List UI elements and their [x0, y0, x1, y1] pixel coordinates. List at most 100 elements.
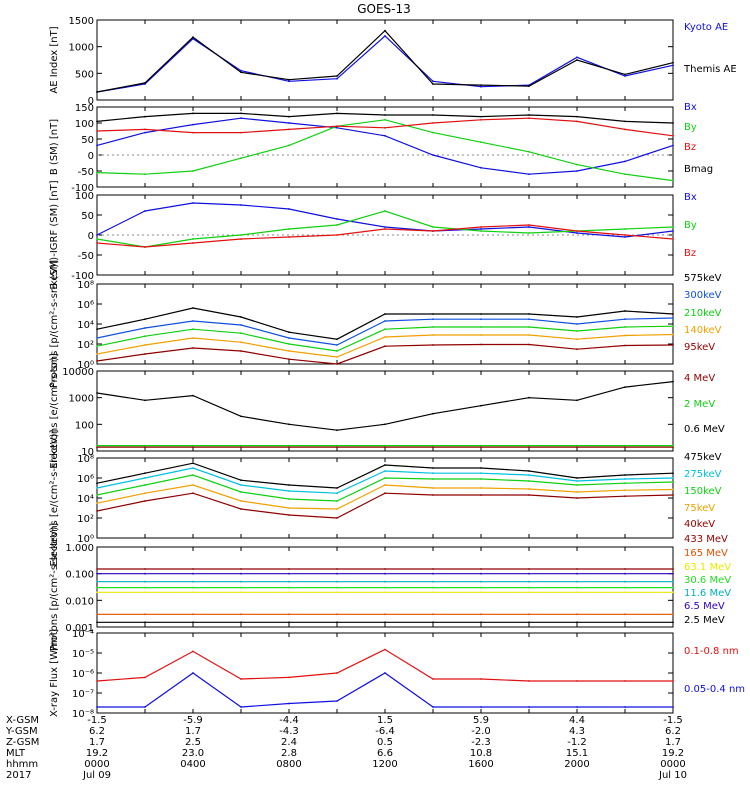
data-point — [336, 338, 338, 341]
data-point — [576, 477, 578, 479]
data-point — [144, 210, 146, 212]
data-point — [288, 115, 290, 118]
data-point — [576, 56, 578, 59]
y-tick-label: 0 — [88, 96, 94, 107]
data-point — [528, 150, 530, 153]
data-point — [576, 446, 578, 448]
data-point — [576, 330, 578, 332]
data-point — [672, 122, 674, 124]
footer-value: 2.8 — [281, 748, 297, 759]
data-point — [528, 117, 530, 120]
legend-label: 575keV — [684, 273, 722, 284]
data-point — [624, 75, 626, 77]
data-point — [192, 484, 194, 486]
data-point — [336, 75, 338, 77]
series-line-5-3 — [96, 484, 674, 510]
data-point — [480, 444, 482, 447]
data-point — [672, 621, 674, 624]
data-point — [240, 415, 242, 418]
data-point — [432, 131, 434, 134]
data-point — [528, 334, 530, 336]
footer-value: 1.5 — [377, 715, 393, 726]
data-point — [576, 613, 578, 616]
footer-row-label: X-GSM — [6, 715, 39, 726]
data-point — [672, 580, 674, 583]
footer-value: 19.2 — [662, 748, 684, 759]
data-point — [288, 572, 290, 575]
data-point — [528, 318, 530, 321]
data-point — [576, 586, 578, 589]
data-point — [624, 318, 626, 321]
data-point — [192, 242, 194, 244]
y-tick-label: 10⁻⁸ — [72, 709, 94, 720]
data-point — [432, 478, 434, 480]
data-point — [96, 706, 98, 708]
data-point — [528, 85, 530, 87]
y-tick-label: 1.000 — [65, 543, 94, 554]
data-point — [624, 386, 626, 388]
data-point — [576, 170, 578, 172]
footer-value: 6.6 — [377, 748, 393, 759]
data-point — [384, 444, 386, 447]
data-point — [576, 491, 578, 493]
series-line-5-4 — [96, 492, 674, 519]
data-point — [288, 613, 290, 616]
data-point — [672, 325, 674, 328]
data-point — [288, 498, 290, 500]
data-point — [624, 621, 626, 624]
data-point — [432, 313, 434, 315]
data-point — [432, 568, 434, 570]
data-point — [624, 482, 626, 485]
data-point — [384, 572, 386, 575]
footer-value: 1.7 — [665, 737, 681, 748]
data-point — [384, 118, 386, 121]
data-point — [144, 131, 146, 134]
data-point — [240, 508, 242, 510]
data-point — [432, 83, 434, 85]
data-point — [144, 318, 146, 321]
data-point — [144, 444, 146, 447]
data-point — [672, 226, 674, 228]
data-point — [672, 333, 674, 336]
data-point — [624, 228, 626, 230]
data-point — [96, 328, 98, 331]
panel-3: 10⁰ 10² 10⁴ 10⁶ 10⁸ Protons [p/(cm²-s-sr-keV)… — [49, 260, 722, 388]
y-tick-label: 10⁸ — [77, 280, 94, 291]
data-point — [96, 580, 98, 583]
data-point — [576, 163, 578, 166]
data-point — [192, 328, 194, 331]
data-point — [480, 613, 482, 616]
legend-label: By — [684, 122, 697, 133]
data-point — [96, 130, 98, 132]
data-point — [672, 444, 674, 447]
data-point — [192, 347, 194, 349]
footer-row-label: Z-GSM — [6, 737, 39, 748]
footer-value: Jul 10 — [658, 770, 687, 781]
y-tick-label: 10⁻⁷ — [72, 689, 94, 700]
data-point — [384, 580, 386, 583]
data-point — [528, 396, 530, 399]
data-point — [96, 238, 98, 240]
panel-5: 10⁰ 10² 10⁴ 10⁶ 10⁸ Electrons [e/(cm²-s-sr-ke… — [49, 429, 722, 566]
data-point — [432, 114, 434, 116]
y-tick-label: -100 — [71, 183, 94, 194]
data-point — [672, 134, 674, 137]
data-point — [240, 591, 242, 594]
data-point — [672, 144, 674, 147]
data-point — [480, 467, 482, 469]
data-point — [624, 613, 626, 616]
data-point — [192, 112, 194, 115]
data-point — [384, 586, 386, 589]
data-point — [672, 472, 674, 475]
data-point — [624, 344, 626, 347]
data-point — [144, 115, 146, 118]
data-point — [96, 171, 98, 174]
data-point — [480, 621, 482, 624]
data-point — [576, 497, 578, 499]
data-point — [528, 444, 530, 447]
y-tick-label: -50 — [78, 167, 94, 178]
series-line-1-1 — [96, 119, 674, 182]
data-point — [144, 492, 146, 495]
data-point — [192, 572, 194, 575]
data-point — [288, 507, 290, 509]
